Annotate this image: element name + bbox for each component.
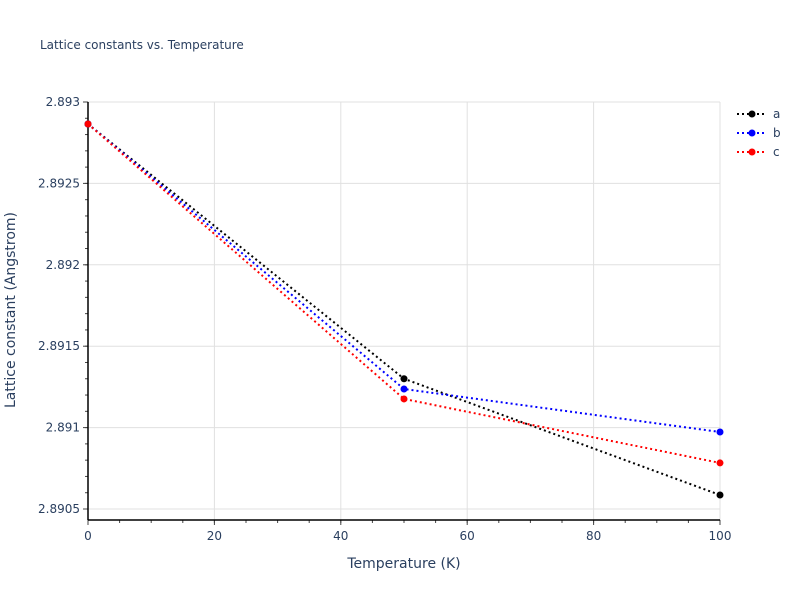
series-a <box>84 120 724 499</box>
chart-title: Lattice constants vs. Temperature <box>40 38 244 52</box>
data-point[interactable] <box>716 428 724 436</box>
legend-label: b <box>773 126 781 140</box>
series-line <box>87 123 721 496</box>
series-b <box>84 120 724 436</box>
x-tick-label: 20 <box>207 529 222 543</box>
axes: 2.8905 2.891 2.8915 2.892 2.8925 2.893 0 20 40 60… <box>38 95 731 543</box>
series-c <box>84 120 724 467</box>
y-tick-label: 2.892 <box>46 258 80 272</box>
legend-marker-icon <box>748 110 756 118</box>
legend-marker-icon <box>748 148 756 156</box>
legend-label: c <box>773 145 780 159</box>
y-axis-title: Lattice constant (Angstrom) <box>3 212 19 408</box>
grid-lines <box>88 101 721 520</box>
data-point[interactable] <box>716 491 724 499</box>
x-tick-label: 40 <box>333 529 348 543</box>
data-point[interactable] <box>716 459 724 467</box>
data-point[interactable] <box>400 375 408 383</box>
legend[interactable]: abc <box>737 107 781 159</box>
plot-series <box>84 120 724 499</box>
y-tick-label: 2.8925 <box>38 176 80 190</box>
legend-label: a <box>773 107 780 121</box>
x-tick-label: 80 <box>586 529 601 543</box>
y-tick-label: 2.8905 <box>38 502 80 516</box>
x-tick-label: 100 <box>709 529 732 543</box>
y-tick-label: 2.8915 <box>38 339 80 353</box>
data-point[interactable] <box>84 120 92 128</box>
legend-marker-icon <box>748 129 756 137</box>
data-point[interactable] <box>400 395 408 403</box>
y-tick-label: 2.891 <box>46 421 80 435</box>
data-point[interactable] <box>400 385 408 393</box>
legend-item-a[interactable]: a <box>737 107 780 121</box>
x-axis-title: Temperature (K) <box>346 556 460 572</box>
series-line <box>87 123 721 464</box>
legend-item-c[interactable]: c <box>737 145 780 159</box>
x-tick-label: 60 <box>460 529 475 543</box>
x-tick-label: 0 <box>84 529 92 543</box>
y-tick-label: 2.893 <box>46 95 80 109</box>
series-line <box>87 123 721 433</box>
legend-item-b[interactable]: b <box>737 126 781 140</box>
